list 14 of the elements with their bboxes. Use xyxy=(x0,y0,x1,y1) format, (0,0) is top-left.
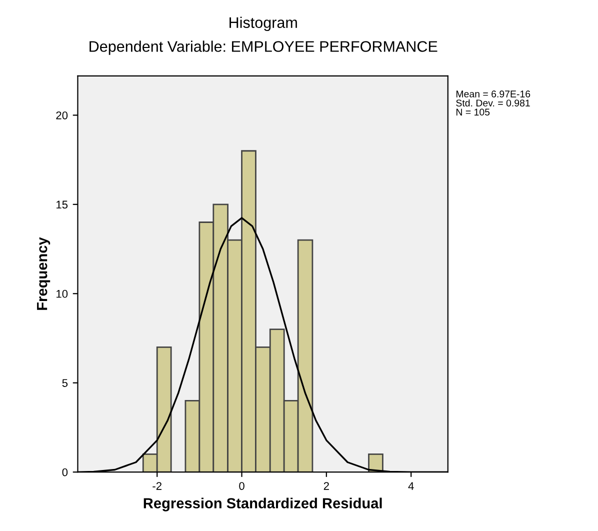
x-tick-label: 2 xyxy=(324,482,329,490)
chart-subtitle: Dependent Variable: EMPLOYEE PERFORMANCE xyxy=(90,40,438,55)
x-tick-label: -2 xyxy=(152,482,162,490)
y-tick-label: 0 xyxy=(62,468,68,476)
x-axis-title: Regression Standardized Residual xyxy=(144,498,382,512)
x-tick-label: 0 xyxy=(239,482,244,490)
y-tick-label: 15 xyxy=(56,200,68,209)
x-tick-label: 4 xyxy=(408,482,414,490)
text: Mean = 6.97E-16 Std. Dev. = 0.981 N = 105 xyxy=(456,90,530,116)
y-tick-label: 20 xyxy=(56,111,68,120)
y-tick-label: 10 xyxy=(56,290,68,298)
y-axis-title: Frequency xyxy=(37,237,50,310)
y-tick-label: 5 xyxy=(62,379,68,387)
chart-title: Histogram xyxy=(230,16,297,32)
